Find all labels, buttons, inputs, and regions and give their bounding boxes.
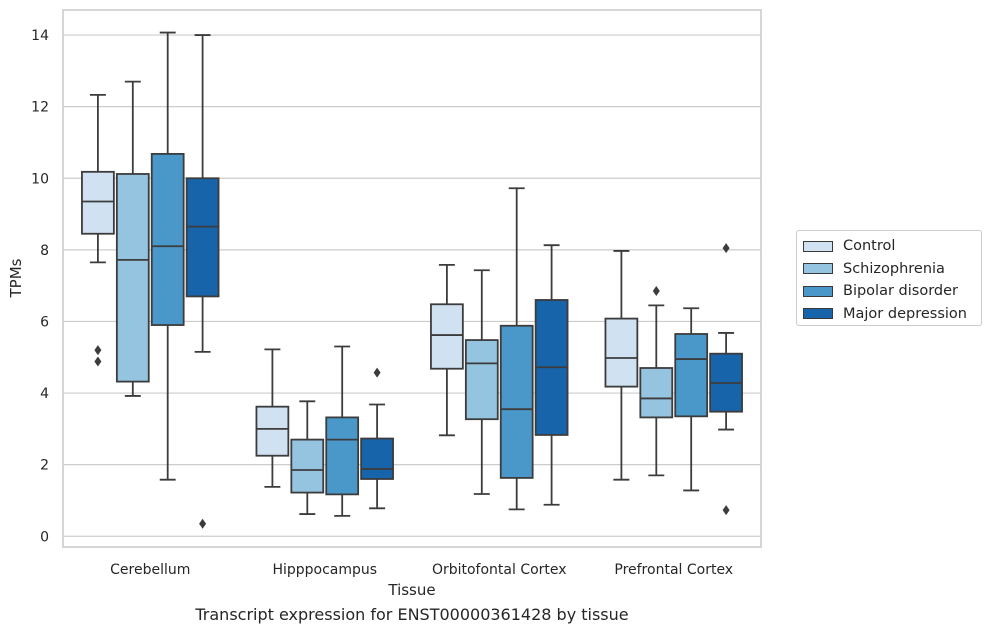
legend-item-schizophrenia: Schizophrenia: [803, 258, 975, 281]
legend-swatch-major-depression: [803, 308, 833, 320]
box-bipolar-disorder-1: [325, 345, 360, 517]
box-bipolar-disorder-2: [499, 187, 534, 511]
box-iqr: [674, 333, 709, 418]
outlier-marker: [94, 345, 102, 356]
legend-item-control: Control: [803, 235, 975, 258]
y-tick-label: 14: [31, 28, 49, 44]
box-iqr: [639, 367, 674, 419]
y-tick-label: 12: [31, 100, 49, 116]
x-tick-label: Orbitofontal Cortex: [432, 562, 567, 578]
box-iqr: [360, 437, 394, 480]
outlier-marker: [722, 505, 730, 516]
legend-label-control: Control: [843, 238, 896, 255]
box-major-depression-0: [185, 34, 220, 529]
legend-item-major-depression: Major depression: [803, 303, 975, 326]
box-iqr: [464, 339, 499, 421]
outlier-marker: [94, 356, 102, 367]
box-iqr: [499, 324, 534, 479]
box-major-depression-2: [534, 244, 569, 506]
box-bipolar-disorder-0: [150, 31, 185, 481]
y-tick-label: 8: [40, 243, 49, 259]
x-tick-label: Cerebellum: [110, 562, 190, 578]
box-plot-series: [81, 31, 743, 529]
x-tick-label: Hipppocampus: [272, 562, 377, 578]
box-control-2: [430, 263, 464, 437]
box-schizophrenia-0: [115, 80, 150, 397]
box-iqr: [290, 438, 325, 494]
chart-caption: Transcript expression for ENST0000036142…: [195, 605, 629, 624]
box-iqr: [325, 416, 360, 496]
legend-label-bipolar-disorder: Bipolar disorder: [843, 283, 958, 300]
box-iqr: [81, 170, 115, 235]
y-tick-label: 2: [40, 458, 49, 474]
box-iqr: [185, 177, 220, 298]
box-schizophrenia-3: [639, 286, 674, 477]
box-bipolar-disorder-3: [674, 307, 709, 492]
box-iqr: [255, 405, 290, 457]
box-control-0: [81, 93, 115, 367]
y-tick-label: 6: [40, 314, 49, 330]
y-tick-label: 0: [40, 529, 49, 545]
legend-swatch-control: [803, 240, 833, 252]
x-axis-ticks: Cerebellum Hipppocampus Orbitofontal Corte…: [110, 562, 733, 578]
y-axis-title: TPMs: [7, 258, 25, 298]
box-iqr: [604, 317, 639, 388]
legend-swatch-bipolar-disorder: [803, 285, 833, 297]
box-iqr: [430, 303, 464, 370]
box-major-depression-3: [709, 243, 743, 516]
outlier-marker: [722, 243, 730, 254]
outlier-marker: [373, 367, 381, 378]
outlier-marker: [652, 286, 660, 297]
box-iqr: [150, 153, 185, 326]
box-major-depression-1: [360, 367, 394, 510]
box-schizophrenia-1: [290, 400, 325, 515]
y-tick-label: 10: [31, 171, 49, 187]
legend-label-schizophrenia: Schizophrenia: [843, 260, 945, 277]
legend-item-bipolar-disorder: Bipolar disorder: [803, 280, 975, 303]
box-control-3: [604, 250, 639, 481]
y-axis-ticks: 0 2 4 6 8 10 12 14: [31, 28, 49, 545]
y-tick-label: 4: [40, 386, 49, 402]
plot-frame: [62, 9, 762, 548]
box-schizophrenia-2: [464, 269, 499, 495]
box-control-1: [255, 348, 290, 488]
legend-swatch-schizophrenia: [803, 263, 833, 275]
outlier-marker: [199, 518, 207, 529]
x-tick-label: Prefrontal Cortex: [614, 562, 733, 578]
box-iqr: [115, 173, 150, 383]
legend-label-major-depression: Major depression: [843, 305, 967, 322]
legend: Control Schizophrenia Bipolar disorder M…: [796, 230, 982, 326]
x-axis-title: Tissue: [387, 581, 435, 599]
